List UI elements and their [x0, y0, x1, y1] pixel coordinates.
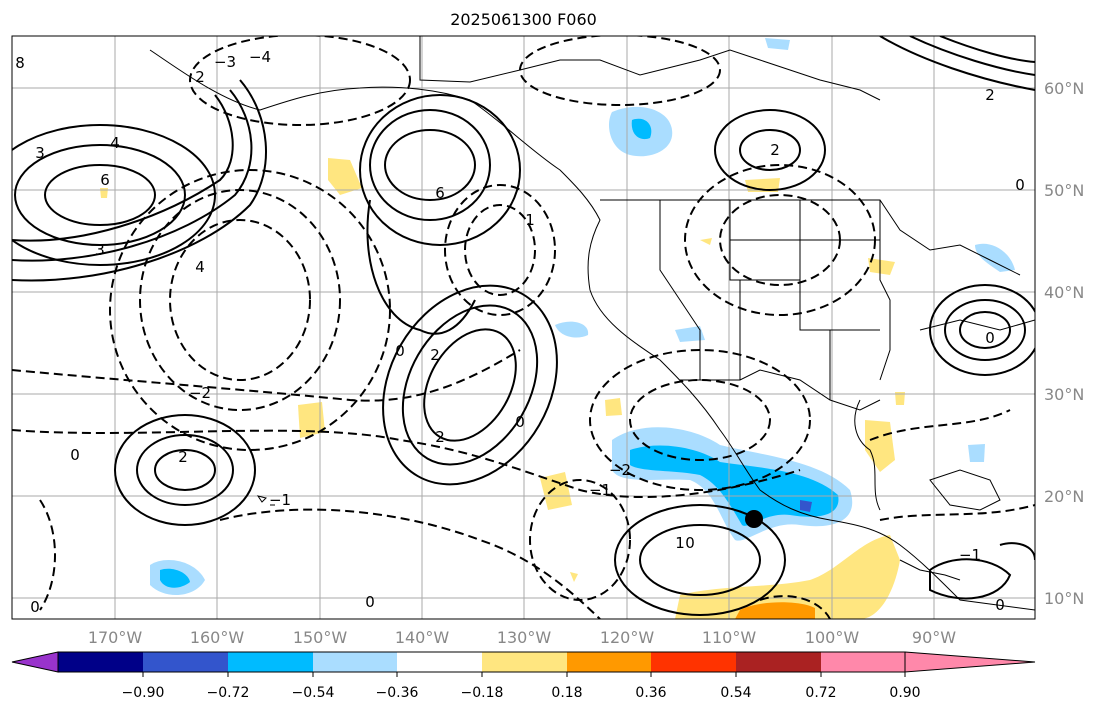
contour-label: −2 [189, 384, 211, 402]
colorbar-tick: −0.36 [376, 685, 419, 701]
contour-label: 1 [675, 534, 685, 552]
colorbar-bin [651, 652, 736, 672]
lat-label: 30°N [1044, 385, 1084, 404]
contour-label: 0 [395, 342, 405, 360]
contour-label: 0 [1015, 176, 1025, 194]
lon-label: 90°W [912, 628, 956, 647]
lon-label: 130°W [497, 628, 552, 647]
contour-label: 0 [995, 596, 1005, 614]
colorbar-tick: −0.54 [292, 685, 335, 701]
colorbar-bin [228, 652, 313, 672]
contour-label: 3 [35, 144, 45, 162]
lat-label: 50°N [1044, 181, 1084, 200]
contour-label: −2 [609, 461, 631, 479]
map-title: 2025061300 F060 [450, 10, 597, 29]
contour-label: 4 [110, 134, 120, 152]
positive-contours [12, 36, 1035, 616]
contour-label: 0 [70, 446, 80, 464]
colorbar-tick: −0.72 [207, 685, 250, 701]
lat-label: 20°N [1044, 487, 1084, 506]
lon-label: 140°W [395, 628, 450, 647]
point-marker-dot [745, 510, 763, 528]
contour-label: 2 [435, 428, 445, 446]
lon-label: 150°W [293, 628, 348, 647]
colorbar-bin [397, 652, 482, 672]
lat-label: 10°N [1044, 589, 1084, 608]
colorbar: −0.90 −0.72 −0.54 −0.36 −0.18 0.18 0.36 … [11, 651, 1036, 701]
colorbar-tick: 0.90 [889, 685, 920, 701]
contour-label: 2 [770, 141, 780, 159]
colorbar-bin [482, 652, 567, 672]
latitude-labels: 60°N 50°N 40°N 30°N 20°N 10°N [1044, 79, 1084, 608]
contour-label: 8 [15, 54, 25, 72]
lon-label: 100°W [805, 628, 860, 647]
colorbar-tick: 0.18 [551, 685, 582, 701]
colorbar-bin [567, 652, 651, 672]
contour-label: 6 [100, 171, 110, 189]
colorbar-tick: 0.54 [720, 685, 751, 701]
colorbar-tick: −0.90 [122, 685, 165, 701]
contour-label: −1 [269, 491, 291, 509]
contour-label: 6 [435, 184, 445, 202]
colorbar-bin [58, 652, 143, 672]
contour-label: 3 [95, 241, 105, 259]
contour-label: −1 [959, 546, 981, 564]
contour-label-group: 8 6 4 3 2 1 0 −1 −2 −3 −4 6 2 2 2 0 1 2 … [15, 48, 1025, 616]
colorbar-tick: 0.36 [635, 685, 666, 701]
contour-label: 2 [985, 86, 995, 104]
lon-label: 170°W [88, 628, 143, 647]
contour-label: 0 [515, 413, 525, 431]
colorbar-tick: 0.72 [805, 685, 836, 701]
contour-label: 1 [525, 211, 535, 229]
contour-label: 2 [178, 448, 188, 466]
contour-label: 0 [30, 598, 40, 616]
shading-layer [100, 38, 1015, 619]
lon-label: 160°W [190, 628, 245, 647]
lon-label: 110°W [702, 628, 757, 647]
colorbar-extend-high [904, 651, 1036, 673]
negative-contours [12, 36, 1035, 619]
contour-label: 2 [430, 346, 440, 364]
contour-label: 0 [365, 593, 375, 611]
map-frame [11, 35, 1036, 620]
colorbar-extend-low [11, 651, 59, 673]
contour-label: −3 [214, 53, 236, 71]
lat-label: 40°N [1044, 283, 1084, 302]
contour-label: 2 [195, 68, 205, 86]
colorbar-bin [313, 652, 397, 672]
colorbar-bin [736, 652, 821, 672]
gridlines [12, 36, 1035, 619]
lat-label: 60°N [1044, 79, 1084, 98]
contour-label: −1 [589, 481, 611, 499]
contour-label: −4 [249, 48, 271, 66]
lon-label: 120°W [600, 628, 655, 647]
colorbar-bin [143, 652, 228, 672]
colorbar-bin [821, 652, 905, 672]
contour-label: 0 [685, 534, 695, 552]
colorbar-tick: −0.18 [461, 685, 504, 701]
contour-label: 4 [195, 258, 205, 276]
contour-label: 0 [985, 329, 995, 347]
longitude-labels: 170°W 160°W 150°W 140°W 130°W 120°W 110°… [88, 628, 956, 647]
